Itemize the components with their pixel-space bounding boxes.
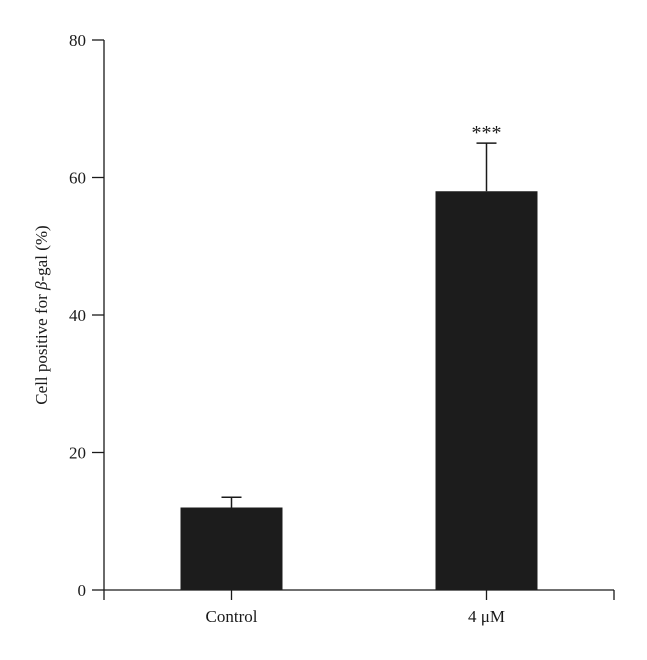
y-tick-label: 0 bbox=[78, 581, 87, 600]
y-axis-title-symbol: β bbox=[32, 281, 51, 291]
y-axis-title-suffix: -gal (%) bbox=[32, 225, 51, 281]
bar bbox=[435, 191, 538, 590]
bar bbox=[180, 507, 283, 590]
y-tick-label: 20 bbox=[69, 444, 86, 463]
y-axis: 0 20 40 60 80 bbox=[69, 31, 105, 600]
bars: *** bbox=[180, 122, 538, 590]
y-axis-title-prefix: Cell positive for bbox=[32, 290, 51, 405]
y-tick-label: 40 bbox=[69, 306, 86, 325]
x-axis: Control 4 μM bbox=[103, 589, 615, 626]
y-tick-label: 60 bbox=[69, 169, 86, 188]
x-tick-label: Control bbox=[206, 607, 258, 626]
x-tick-label: 4 μM bbox=[468, 607, 505, 626]
y-axis-title: Cell positive for β-gal (%) bbox=[32, 225, 51, 404]
y-tick-label: 80 bbox=[69, 31, 86, 50]
significance-label: *** bbox=[472, 122, 502, 144]
